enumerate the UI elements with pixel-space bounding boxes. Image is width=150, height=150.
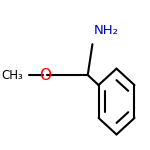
Text: NH₂: NH₂ — [94, 24, 119, 37]
Text: CH₃: CH₃ — [2, 69, 24, 81]
Text: O: O — [39, 68, 51, 82]
